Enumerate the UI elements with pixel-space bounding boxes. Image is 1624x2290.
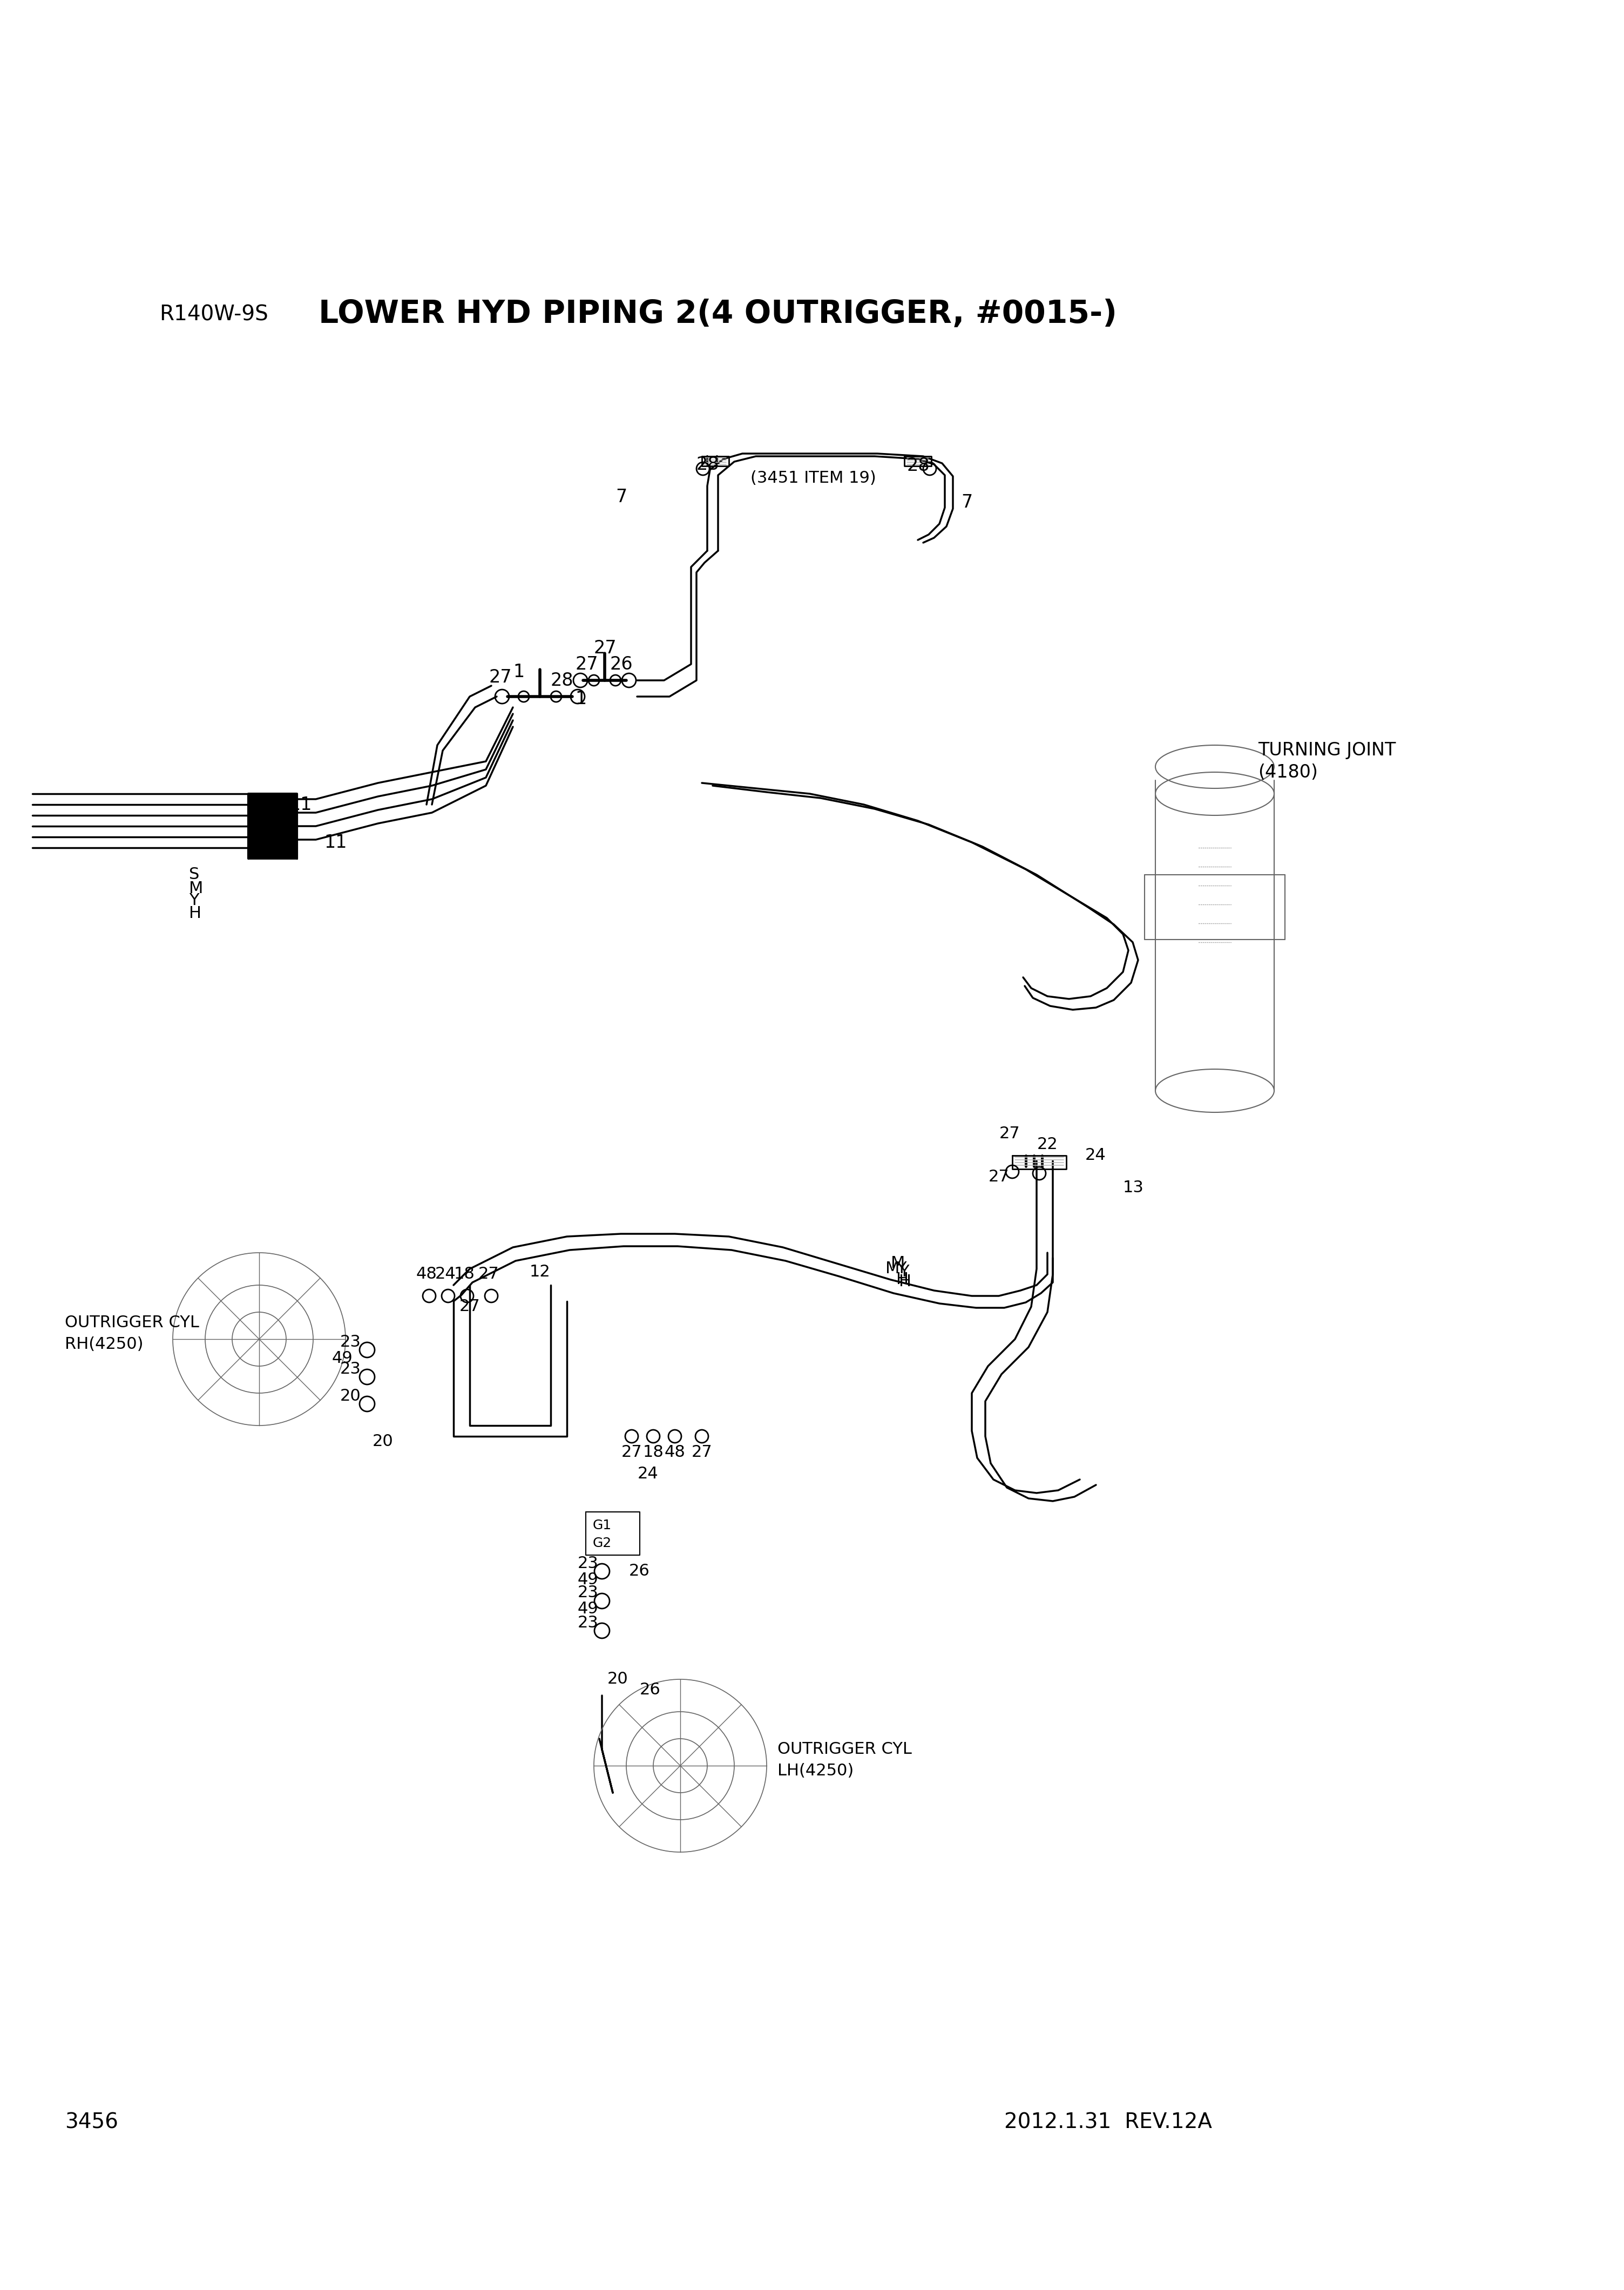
Text: 18: 18 xyxy=(453,1266,474,1282)
Text: 18: 18 xyxy=(643,1445,664,1461)
Text: 27: 27 xyxy=(489,669,512,687)
Text: 11: 11 xyxy=(289,795,312,813)
Text: 27: 27 xyxy=(477,1266,499,1282)
Text: Y: Y xyxy=(900,1264,909,1280)
Text: 27: 27 xyxy=(999,1127,1020,1143)
Text: 26: 26 xyxy=(611,655,633,673)
Text: TURNING JOINT: TURNING JOINT xyxy=(1259,742,1395,760)
Text: 20: 20 xyxy=(372,1434,393,1450)
Text: Y: Y xyxy=(896,1262,906,1278)
Text: OUTRIGGER CYL: OUTRIGGER CYL xyxy=(778,1743,911,1756)
Text: 23: 23 xyxy=(339,1360,361,1376)
Text: 27: 27 xyxy=(989,1170,1009,1184)
Text: 49: 49 xyxy=(578,1601,599,1617)
Text: 49: 49 xyxy=(331,1351,352,1365)
Text: M: M xyxy=(188,879,203,895)
Text: H: H xyxy=(900,1273,911,1289)
Text: 48: 48 xyxy=(416,1266,437,1282)
Text: 2012.1.31  REV.12A: 2012.1.31 REV.12A xyxy=(1004,2111,1212,2132)
Text: M: M xyxy=(892,1255,905,1271)
Text: 27: 27 xyxy=(594,639,617,657)
Text: 27: 27 xyxy=(575,655,598,673)
Text: 27: 27 xyxy=(622,1445,641,1461)
Text: 23: 23 xyxy=(578,1555,599,1571)
Text: M: M xyxy=(885,1262,900,1278)
Text: 22: 22 xyxy=(1038,1136,1057,1152)
Text: 26: 26 xyxy=(640,1683,661,1697)
Text: 49: 49 xyxy=(578,1571,599,1587)
Text: LOWER HYD PIPING 2(4 OUTRIGGER, #0015-): LOWER HYD PIPING 2(4 OUTRIGGER, #0015-) xyxy=(318,300,1117,330)
Text: 24: 24 xyxy=(637,1466,658,1482)
Text: 7: 7 xyxy=(961,492,973,511)
Text: OUTRIGGER CYL: OUTRIGGER CYL xyxy=(65,1314,200,1330)
Text: RH(4250): RH(4250) xyxy=(65,1337,143,1353)
Text: 1: 1 xyxy=(513,664,525,680)
Text: 7: 7 xyxy=(615,488,627,506)
Text: 26: 26 xyxy=(628,1564,650,1580)
FancyBboxPatch shape xyxy=(248,795,297,859)
Text: R140W-9S: R140W-9S xyxy=(159,305,268,325)
Text: 11: 11 xyxy=(323,834,348,852)
Text: (4180): (4180) xyxy=(1259,763,1317,781)
Text: 24: 24 xyxy=(435,1266,456,1282)
Text: 28: 28 xyxy=(697,456,719,474)
Text: 48: 48 xyxy=(664,1445,685,1461)
Text: 27: 27 xyxy=(460,1298,481,1314)
Text: 3456: 3456 xyxy=(65,2111,119,2132)
Text: 20: 20 xyxy=(339,1388,361,1404)
Text: (3451 ITEM 19): (3451 ITEM 19) xyxy=(750,469,875,485)
Text: 32: 32 xyxy=(252,804,274,822)
Text: 23: 23 xyxy=(578,1614,599,1630)
Text: 27: 27 xyxy=(692,1445,713,1461)
Text: 12: 12 xyxy=(529,1264,551,1280)
Text: 20: 20 xyxy=(607,1672,628,1688)
Text: 13: 13 xyxy=(1122,1179,1143,1195)
Text: 1: 1 xyxy=(575,689,586,708)
Text: 28: 28 xyxy=(908,458,931,474)
Text: G1: G1 xyxy=(593,1518,612,1532)
Text: 23: 23 xyxy=(578,1585,599,1601)
Text: 23: 23 xyxy=(339,1335,361,1349)
Text: Y: Y xyxy=(188,893,200,909)
Text: H: H xyxy=(896,1271,909,1287)
Text: 24: 24 xyxy=(1085,1147,1106,1163)
Text: 28: 28 xyxy=(551,671,573,689)
Text: G2: G2 xyxy=(593,1537,612,1550)
Text: S: S xyxy=(188,868,200,882)
Text: H: H xyxy=(188,907,201,921)
Text: LH(4250): LH(4250) xyxy=(778,1763,854,1779)
